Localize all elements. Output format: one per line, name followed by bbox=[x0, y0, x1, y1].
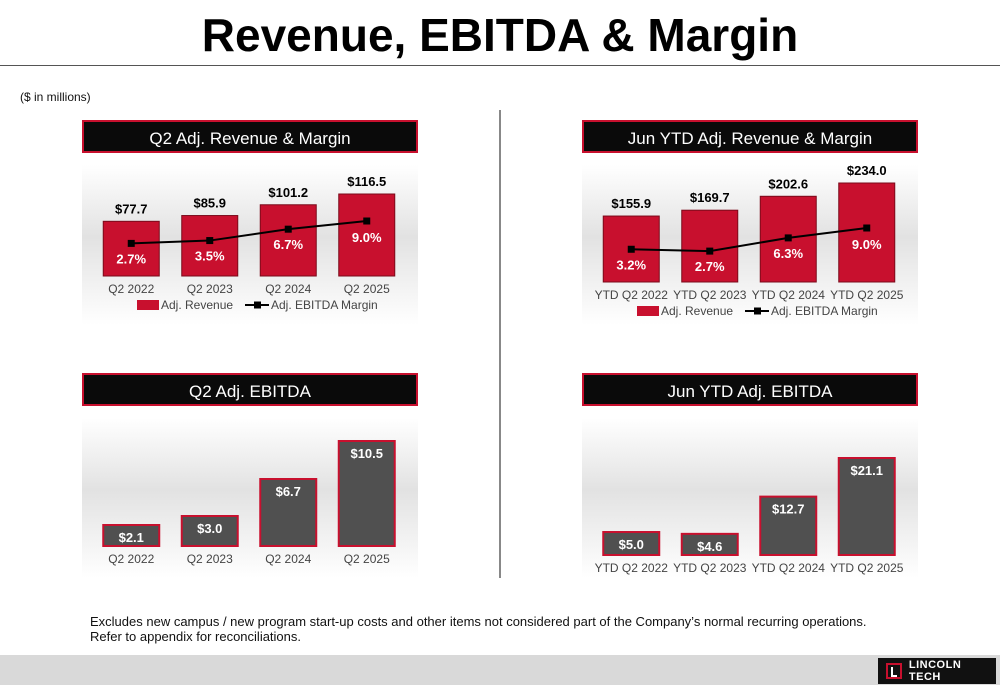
margin-point bbox=[206, 237, 214, 245]
units-note: ($ in millions) bbox=[20, 90, 91, 104]
legend-revenue-swatch bbox=[637, 306, 659, 316]
q2-revenue-margin-chart: $77.7 Q2 2022 $85.9 Q2 2023 $101.2 Q2 2024 $11… bbox=[102, 174, 396, 312]
margin-point bbox=[284, 225, 292, 233]
margin-value-label: 2.7% bbox=[116, 251, 146, 266]
margin-value-label: 9.0% bbox=[352, 230, 382, 245]
bar-value-label: $21.1 bbox=[850, 463, 883, 478]
x-tick-label: YTD Q2 2024 bbox=[752, 288, 826, 302]
bar-value-label: $3.0 bbox=[197, 521, 222, 536]
title-rule bbox=[0, 65, 1000, 66]
margin-value-label: 6.3% bbox=[773, 246, 803, 261]
bar-value-label: $116.5 bbox=[347, 174, 386, 189]
q2-ebitda-chart: $2.1 Q2 2022 $3.0 Q2 2023 $6.7 Q2 2024 $10.5 Q2… bbox=[102, 440, 396, 566]
x-tick-label: YTD Q2 2022 bbox=[595, 288, 669, 302]
margin-point bbox=[627, 245, 635, 253]
q2-revenue-panel-title: Q2 Adj. Revenue & Margin bbox=[82, 120, 418, 153]
bar bbox=[759, 495, 818, 556]
q2-ebitda-panel-title: Q2 Adj. EBITDA bbox=[82, 373, 418, 406]
bar bbox=[837, 457, 896, 556]
bar bbox=[102, 524, 161, 547]
x-tick-label: YTD Q2 2023 bbox=[673, 288, 747, 302]
ytd-revenue-panel-title: Jun YTD Adj. Revenue & Margin bbox=[582, 120, 918, 153]
bar bbox=[181, 215, 239, 277]
logo-mark-icon bbox=[886, 663, 902, 679]
bar-value-label: $6.7 bbox=[276, 484, 301, 499]
bar bbox=[337, 440, 396, 547]
bar-value-label: $85.9 bbox=[193, 196, 226, 211]
x-tick-label: Q2 2023 bbox=[187, 282, 233, 296]
x-tick-label: YTD Q2 2023 bbox=[673, 561, 747, 575]
bar bbox=[180, 515, 239, 547]
x-tick-label: YTD Q2 2022 bbox=[595, 561, 669, 575]
bar-value-label: $4.6 bbox=[697, 539, 722, 554]
x-tick-label: Q2 2025 bbox=[344, 282, 390, 296]
margin-value-label: 3.5% bbox=[195, 249, 225, 264]
bar bbox=[259, 478, 318, 547]
x-tick-label: YTD Q2 2025 bbox=[830, 288, 904, 302]
x-tick-label: Q2 2025 bbox=[344, 552, 390, 566]
bar-value-label: $10.5 bbox=[350, 446, 383, 461]
margin-value-label: 9.0% bbox=[852, 237, 882, 252]
x-tick-label: YTD Q2 2024 bbox=[752, 561, 826, 575]
margin-line bbox=[131, 220, 367, 245]
bar bbox=[338, 193, 396, 277]
x-tick-label: Q2 2022 bbox=[108, 282, 154, 296]
bar-value-label: $234.0 bbox=[847, 163, 887, 178]
legend-revenue-label: Adj. Revenue bbox=[161, 298, 233, 312]
bar-value-label: $202.6 bbox=[768, 176, 808, 191]
margin-point bbox=[784, 234, 792, 242]
x-tick-label: YTD Q2 2025 bbox=[830, 561, 904, 575]
margin-value-label: 6.7% bbox=[273, 237, 303, 252]
x-tick-label: Q2 2024 bbox=[265, 282, 311, 296]
bar bbox=[681, 209, 739, 283]
legend-revenue-label: Adj. Revenue bbox=[661, 304, 733, 318]
bar bbox=[838, 182, 896, 283]
legend-margin-marker bbox=[254, 301, 261, 309]
legend-revenue-swatch bbox=[137, 300, 159, 310]
company-logo: LINCOLN TECH bbox=[878, 658, 996, 684]
margin-point bbox=[127, 239, 135, 247]
logo-text: LINCOLN TECH bbox=[908, 659, 962, 683]
margin-point bbox=[863, 224, 871, 232]
legend-margin-label: Adj. EBITDA Margin bbox=[771, 304, 878, 318]
margin-line bbox=[631, 227, 867, 253]
bar bbox=[602, 531, 661, 557]
bar-value-label: $101.2 bbox=[268, 185, 308, 200]
legend-margin-marker bbox=[754, 307, 761, 315]
page-title: Revenue, EBITDA & Margin bbox=[201, 9, 799, 61]
x-tick-label: Q2 2023 bbox=[187, 552, 233, 566]
x-tick-label: Q2 2022 bbox=[108, 552, 154, 566]
margin-value-label: 2.7% bbox=[695, 259, 725, 274]
ytd-ebitda-chart: $5.0 YTD Q2 2022 $4.6 YTD Q2 2023 $12.7 YTD Q… bbox=[595, 457, 904, 575]
bar-value-label: $5.0 bbox=[619, 537, 644, 552]
x-tick-label: Q2 2024 bbox=[265, 552, 311, 566]
bar bbox=[259, 204, 317, 277]
ytd-ebitda-panel-title: Jun YTD Adj. EBITDA bbox=[582, 373, 918, 406]
legend-margin-label: Adj. EBITDA Margin bbox=[271, 298, 378, 312]
footer-bar bbox=[0, 655, 1000, 685]
bar-value-label: $169.7 bbox=[690, 190, 730, 205]
bar bbox=[102, 220, 160, 277]
bar-value-label: $155.9 bbox=[611, 196, 651, 211]
bar-value-label: $12.7 bbox=[772, 502, 805, 517]
bar-value-label: $77.7 bbox=[115, 201, 148, 216]
margin-point bbox=[706, 247, 714, 255]
bar bbox=[680, 532, 739, 556]
margin-value-label: 3.2% bbox=[616, 257, 646, 272]
center-divider bbox=[499, 110, 501, 578]
bar-value-label: $2.1 bbox=[119, 530, 144, 545]
margin-point bbox=[363, 217, 371, 225]
footnote: Excludes new campus / new program start-… bbox=[90, 614, 867, 644]
ytd-revenue-margin-chart: $155.9 YTD Q2 2022 $169.7 YTD Q2 2023 $202.6… bbox=[595, 163, 904, 318]
